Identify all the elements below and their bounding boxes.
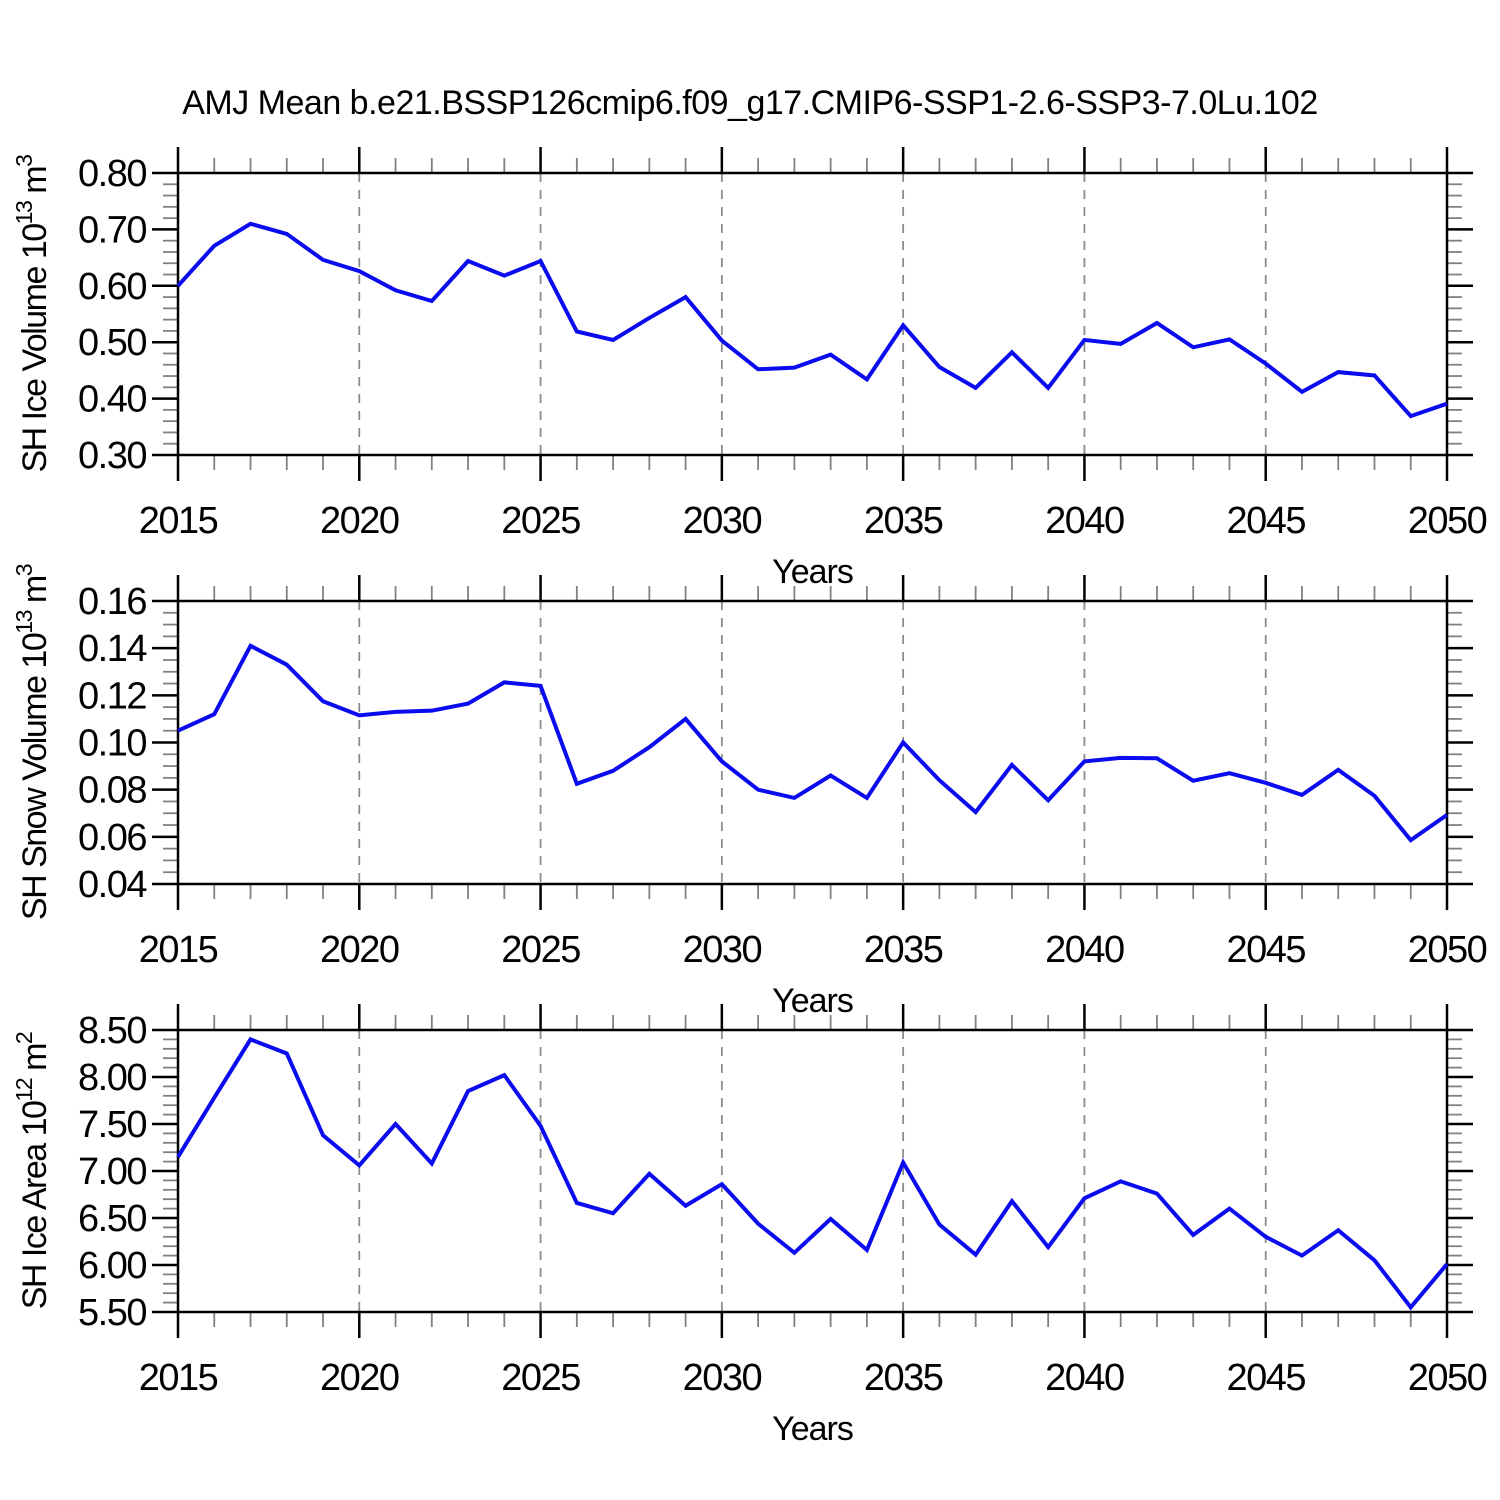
x-tick-label: 2020 bbox=[320, 929, 399, 971]
x-tick-label: 2045 bbox=[1226, 929, 1305, 971]
x-tick-label: 2030 bbox=[683, 929, 762, 971]
x-tick-labels: 2015 2020 2025 2030 2035 2040 2045 2050 bbox=[139, 1357, 1488, 1399]
x-major-ticks bbox=[176, 147, 1449, 481]
y-tick-label: 7.00 bbox=[78, 1151, 146, 1193]
x-tick-label: 2050 bbox=[1408, 500, 1487, 542]
y-tick-labels: 5.50 6.00 6.50 7.00 7.50 8.00 8.50 bbox=[78, 1010, 148, 1334]
y-axis-title: SH Snow Volume 1013 m3 bbox=[11, 564, 54, 920]
x-axis-title: Years bbox=[772, 1410, 853, 1448]
y-tick-label: 6.00 bbox=[78, 1245, 146, 1287]
x-minor-ticks bbox=[213, 158, 1412, 470]
y-tick-label: 0.60 bbox=[78, 266, 146, 308]
x-tick-label: 2035 bbox=[864, 929, 943, 971]
x-tick-label: 2040 bbox=[1045, 500, 1124, 542]
y-tick-label: 0.30 bbox=[78, 435, 146, 477]
data-line bbox=[177, 643, 1449, 843]
y-major-ticks bbox=[152, 1028, 1473, 1314]
plot-frame bbox=[176, 599, 1449, 886]
y-major-ticks bbox=[152, 171, 1473, 457]
x-tick-label: 2050 bbox=[1408, 929, 1487, 971]
x-tick-label: 2025 bbox=[501, 500, 580, 542]
y-axis-title: SH Ice Volume 1013 m3 bbox=[11, 155, 54, 473]
panel-sh-snow-volume: 2015 2020 2025 2030 2035 2040 2045 2050 0.04 0.06… bbox=[11, 564, 1488, 1020]
x-tick-label: 2015 bbox=[139, 929, 218, 971]
panel-sh-ice-area: 2015 2020 2025 2030 2035 2040 2045 2050 5.50 6.00… bbox=[11, 1004, 1488, 1448]
figure-title: AMJ Mean b.e21.BSSP126cmip6.f09_g17.CMIP… bbox=[182, 84, 1318, 122]
y-tick-label: 0.10 bbox=[78, 723, 146, 765]
y-tick-labels: 0.30 0.40 0.50 0.60 0.70 0.80 bbox=[78, 153, 148, 477]
x-axis-title: Years bbox=[772, 553, 853, 591]
x-minor-ticks bbox=[213, 1015, 1412, 1327]
x-tick-labels: 2015 2020 2025 2030 2035 2040 2045 2050 bbox=[139, 929, 1488, 971]
y-tick-label: 0.50 bbox=[78, 322, 146, 364]
x-tick-label: 2020 bbox=[320, 1357, 399, 1399]
y-minor-ticks bbox=[163, 611, 1462, 874]
x-tick-label: 2045 bbox=[1226, 1357, 1305, 1399]
y-tick-label: 0.70 bbox=[78, 209, 146, 251]
x-tick-label: 2030 bbox=[683, 1357, 762, 1399]
x-tick-label: 2020 bbox=[320, 500, 399, 542]
y-minor-ticks bbox=[163, 183, 1462, 445]
x-tick-label: 2035 bbox=[864, 500, 943, 542]
y-tick-label: 0.12 bbox=[78, 675, 146, 717]
x-tick-label: 2040 bbox=[1045, 929, 1124, 971]
y-tick-label: 0.16 bbox=[78, 581, 146, 623]
y-tick-label: 0.80 bbox=[78, 153, 146, 195]
y-tick-label: 7.50 bbox=[78, 1104, 146, 1146]
x-minor-ticks bbox=[213, 586, 1412, 899]
x-major-ticks bbox=[176, 1004, 1449, 1338]
y-tick-label: 0.14 bbox=[78, 628, 147, 670]
panel-sh-ice-volume: 2015 2020 2025 2030 2035 2040 2045 2050 0.30 0.40… bbox=[11, 147, 1488, 591]
y-major-ticks bbox=[152, 599, 1473, 886]
x-tick-label: 2035 bbox=[864, 1357, 943, 1399]
x-tick-label: 2025 bbox=[501, 1357, 580, 1399]
x-major-ticks bbox=[176, 575, 1449, 910]
x-tick-label: 2045 bbox=[1226, 500, 1305, 542]
x-tick-label: 2015 bbox=[139, 500, 218, 542]
y-tick-label: 0.06 bbox=[78, 817, 146, 859]
gridlines bbox=[358, 601, 1267, 884]
y-tick-label: 0.40 bbox=[78, 379, 146, 421]
y-axis-title: SH Ice Area 1012 m2 bbox=[11, 1032, 54, 1309]
x-tick-labels: 2015 2020 2025 2030 2035 2040 2045 2050 bbox=[139, 500, 1488, 542]
gridlines bbox=[358, 1030, 1267, 1312]
x-tick-label: 2050 bbox=[1408, 1357, 1487, 1399]
data-line bbox=[176, 1036, 1449, 1311]
data-line bbox=[176, 221, 1448, 419]
plot-frame bbox=[176, 1028, 1449, 1314]
y-tick-labels: 0.04 0.06 0.08 0.10 0.12 0.14 0.16 bbox=[78, 581, 149, 906]
y-tick-label: 0.04 bbox=[78, 864, 147, 906]
y-minor-ticks bbox=[163, 1038, 1462, 1304]
y-tick-label: 8.00 bbox=[78, 1057, 146, 1099]
x-tick-label: 2040 bbox=[1045, 1357, 1124, 1399]
plot-frame bbox=[176, 171, 1449, 457]
x-axis-title: Years bbox=[772, 982, 853, 1020]
y-tick-label: 0.08 bbox=[78, 770, 146, 812]
x-tick-label: 2025 bbox=[501, 929, 580, 971]
y-tick-label: 5.50 bbox=[78, 1292, 146, 1334]
gridlines bbox=[358, 173, 1267, 455]
x-tick-label: 2030 bbox=[683, 500, 762, 542]
x-tick-label: 2015 bbox=[139, 1357, 218, 1399]
y-tick-label: 6.50 bbox=[78, 1198, 146, 1240]
y-tick-label: 8.50 bbox=[78, 1010, 146, 1052]
